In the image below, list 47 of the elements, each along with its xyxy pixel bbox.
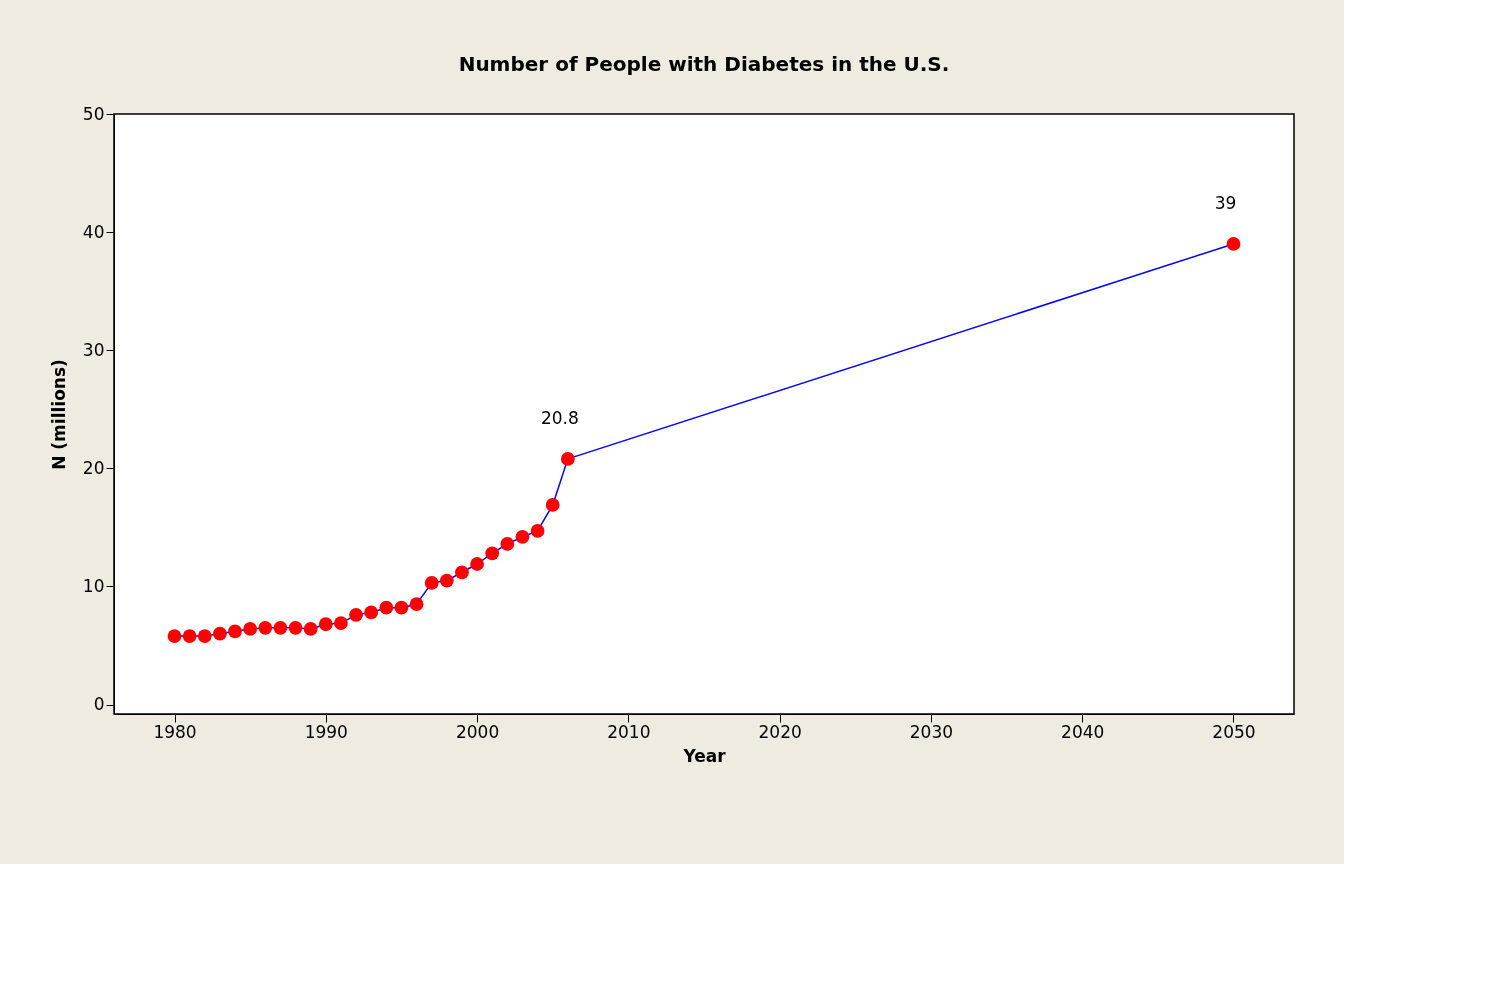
point	[167, 629, 182, 643]
y-tick-label: 10	[82, 575, 105, 596]
y-tick-label: 40	[82, 221, 105, 242]
point	[197, 629, 212, 643]
point	[515, 529, 530, 544]
point	[379, 600, 394, 615]
point	[560, 452, 575, 466]
data-label: 20.8	[540, 407, 579, 428]
x-tick-label: 1980	[153, 721, 197, 742]
y-tick-label: 20	[82, 457, 105, 478]
x-tick-label: 2020	[758, 721, 802, 742]
y-tick-label: 0	[93, 694, 105, 715]
point	[288, 620, 303, 635]
x-tick-label: 2010	[607, 721, 651, 742]
x-axis-title: Year	[682, 745, 727, 766]
x-tick-label: 1990	[304, 721, 348, 742]
point	[364, 605, 379, 620]
point	[530, 524, 545, 538]
point	[228, 624, 242, 639]
point	[318, 617, 333, 632]
point	[182, 629, 197, 643]
x-tick-label: 2050	[1212, 721, 1256, 742]
point	[409, 597, 424, 612]
chart-title: Number of People with Diabetes in the U.S.	[458, 52, 950, 76]
point	[258, 620, 273, 635]
point	[273, 620, 288, 635]
x-tick-label: 2040	[1061, 721, 1105, 742]
y-tick-label: 50	[82, 103, 105, 124]
x-tick-label: 2000	[455, 721, 500, 742]
point	[213, 626, 227, 641]
point	[439, 573, 454, 588]
point	[1226, 237, 1241, 251]
point	[349, 607, 363, 622]
point	[500, 537, 515, 551]
point	[243, 622, 258, 636]
point	[455, 565, 469, 580]
data-label: 39	[1214, 192, 1237, 213]
point	[545, 498, 560, 512]
y-axis-title: N (millions)	[48, 359, 69, 470]
y-tick-label: 30	[82, 339, 105, 360]
point	[394, 600, 409, 615]
x-tick-label: 2030	[909, 721, 954, 742]
point	[470, 557, 484, 571]
point	[303, 622, 318, 636]
point	[485, 546, 500, 561]
point	[334, 616, 348, 630]
point	[424, 576, 439, 590]
